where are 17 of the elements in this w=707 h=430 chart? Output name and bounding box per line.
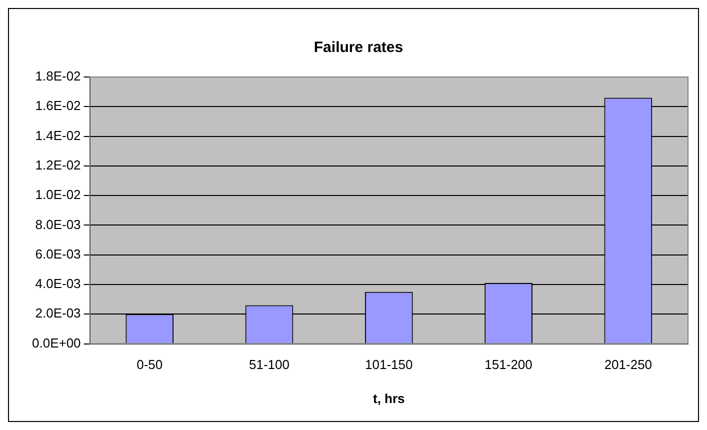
- x-tick-label: 201-250: [604, 357, 652, 372]
- chart-title: Failure rates: [314, 39, 404, 56]
- y-tick-label: 0.0E+00: [32, 335, 81, 350]
- y-tick-label: 1.6E-02: [35, 98, 81, 114]
- y-tick-label: 1.4E-02: [35, 128, 81, 143]
- x-tick-label: 101-150: [365, 357, 413, 372]
- x-tick-label: 51-100: [249, 357, 290, 372]
- y-tick-label: 6.0E-03: [35, 246, 81, 262]
- y-tick-label: 2.0E-03: [35, 306, 81, 321]
- x-tick-label: 151-200: [484, 357, 532, 372]
- x-axis-title: t, hrs: [373, 390, 405, 406]
- y-tick-label: 1.2E-02: [35, 158, 81, 173]
- y-tick-label: 8.0E-03: [35, 216, 81, 232]
- x-tick-label: 0-50: [136, 357, 163, 372]
- y-tick-label: 1.0E-02: [35, 187, 81, 202]
- y-tick-label: 4.0E-03: [35, 276, 81, 292]
- y-tick-label: 1.8E-02: [35, 68, 81, 84]
